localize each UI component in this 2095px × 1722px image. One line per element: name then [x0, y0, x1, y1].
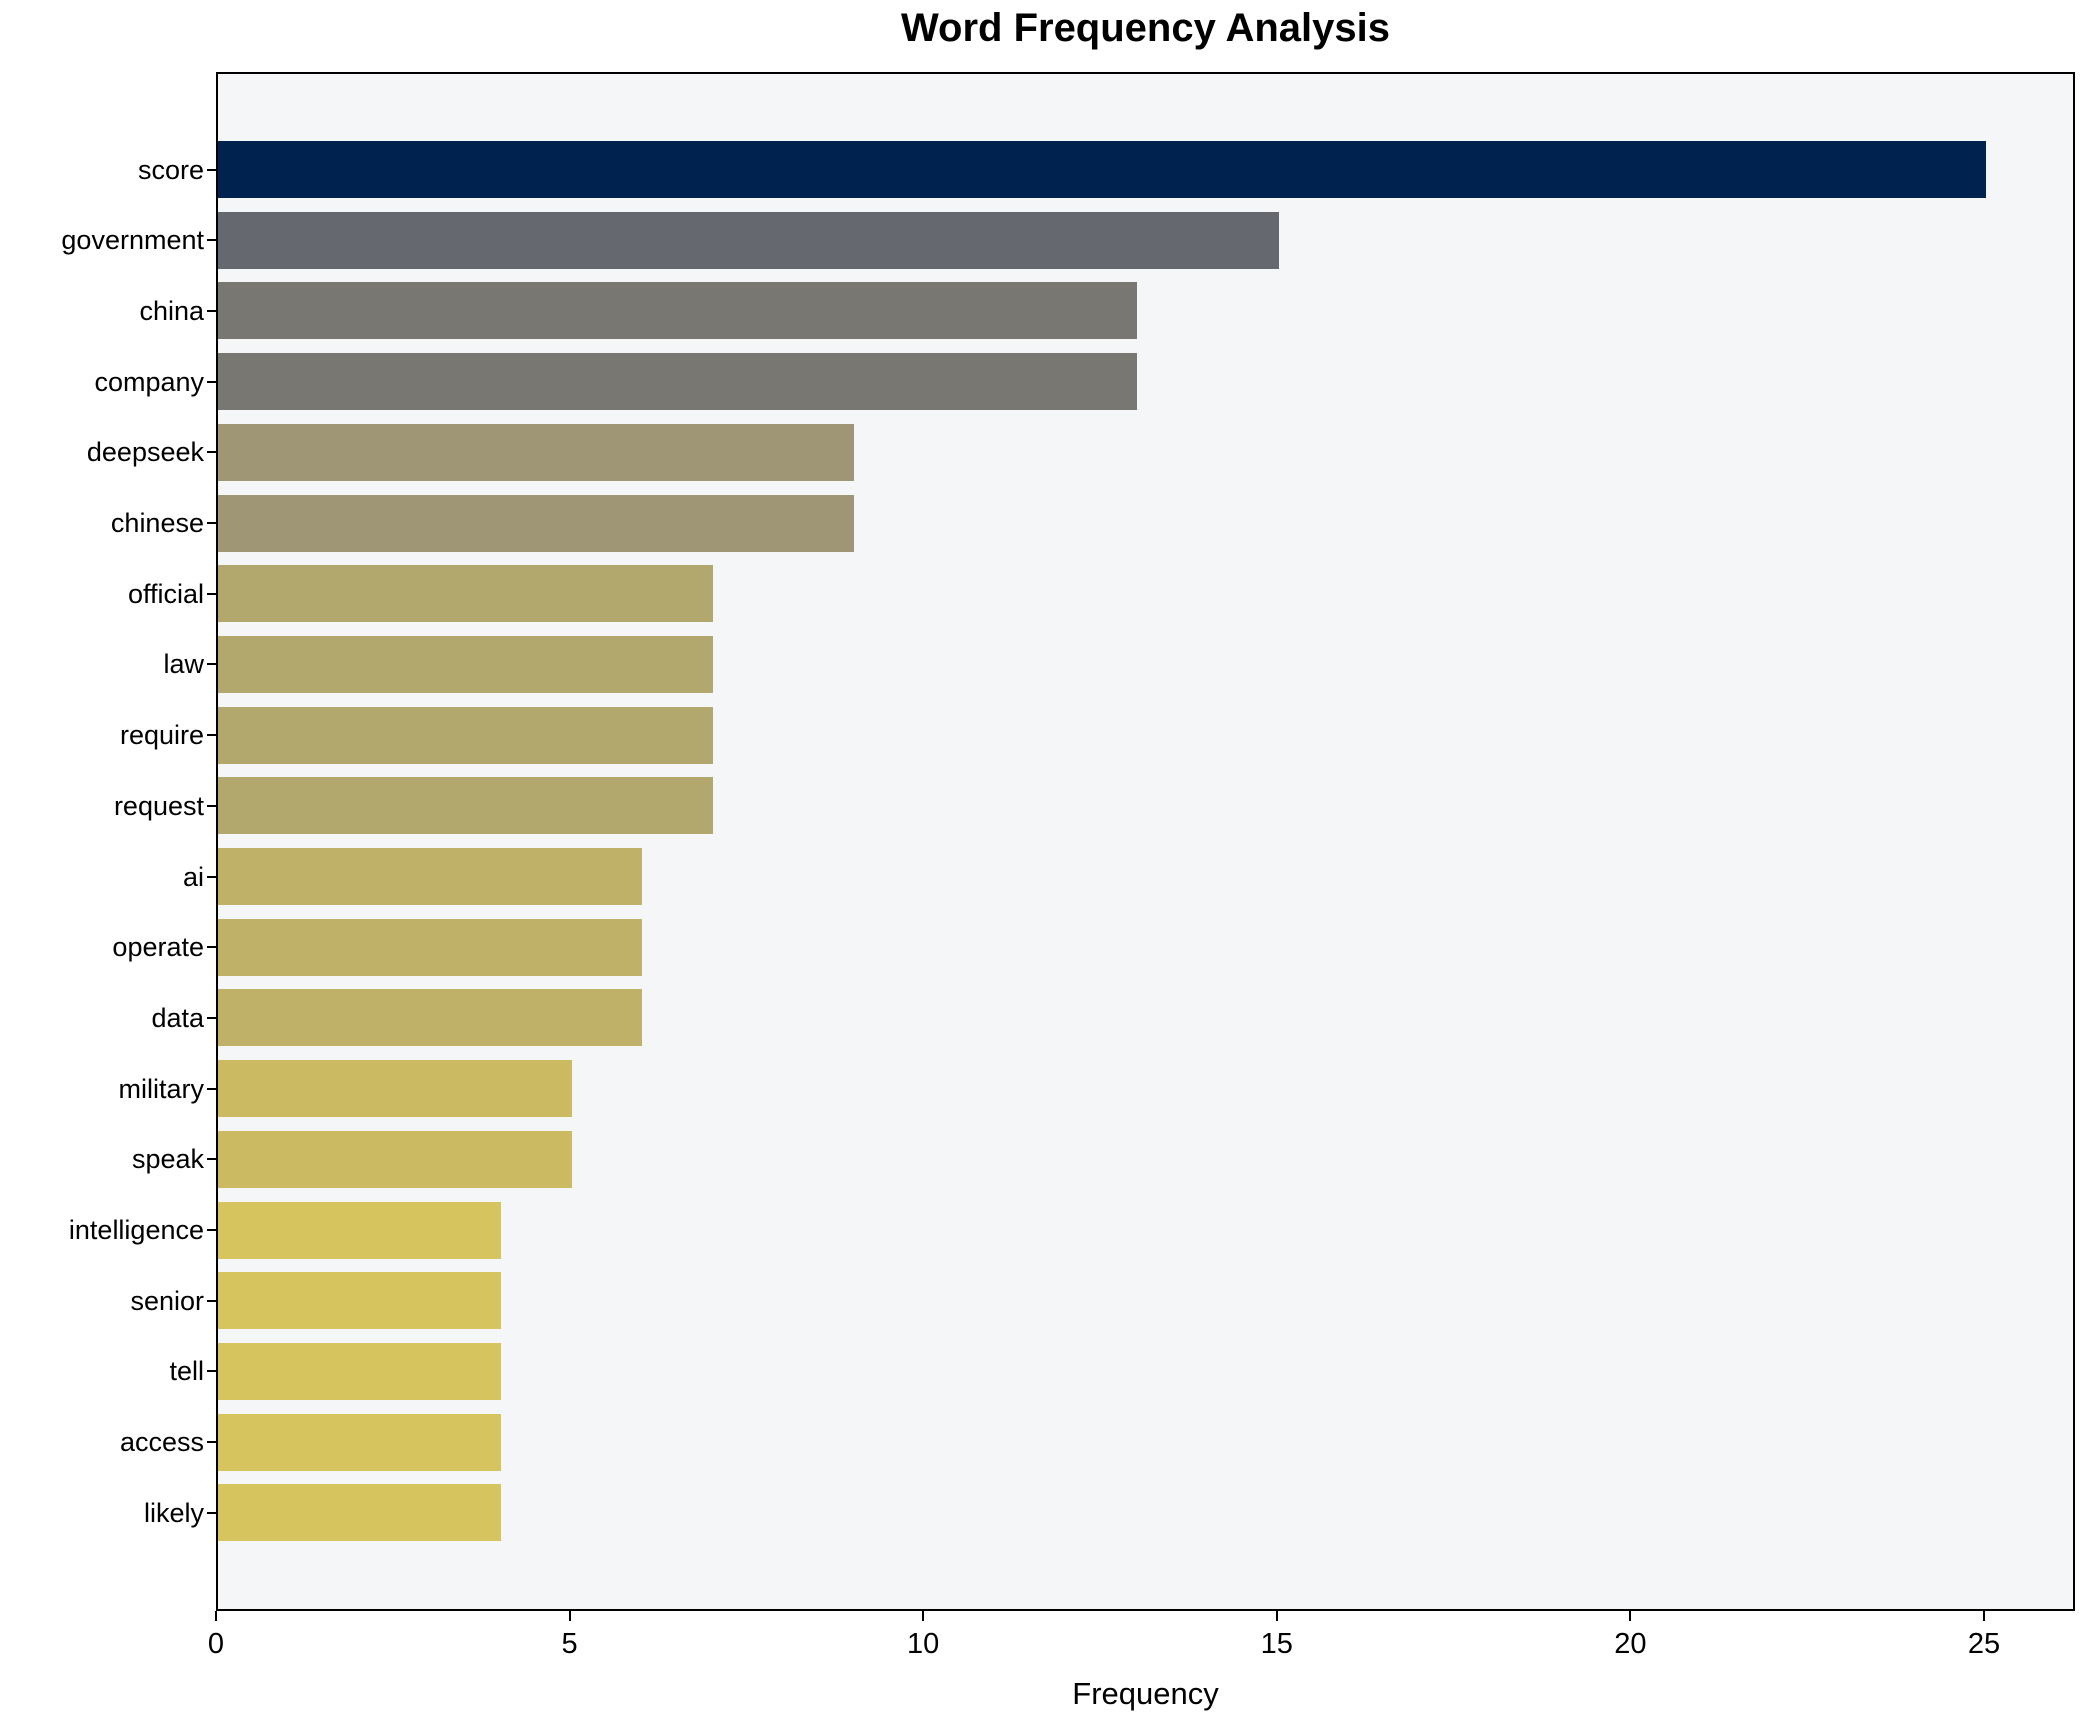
bar-likely: [218, 1484, 501, 1542]
y-tick-label-operate: operate: [112, 932, 204, 963]
y-tick-mark: [207, 1299, 216, 1302]
x-tick-mark: [568, 1611, 571, 1621]
x-tick-label-10: 10: [907, 1628, 940, 1660]
bar-senior: [218, 1272, 501, 1330]
y-tick-mark: [207, 875, 216, 878]
y-tick-mark: [207, 451, 216, 454]
bar-operate: [218, 918, 643, 976]
bar-speak: [218, 1130, 572, 1188]
bar-access: [218, 1413, 501, 1471]
y-tick-mark: [207, 522, 216, 524]
bar-official: [218, 565, 714, 623]
y-tick-mark: [207, 1441, 216, 1444]
y-tick-label-military: military: [118, 1073, 205, 1104]
x-tick-mark: [1275, 1611, 1278, 1621]
y-tick-mark: [207, 168, 216, 171]
y-tick-label-intelligence: intelligence: [68, 1215, 204, 1245]
bar-tell: [218, 1342, 501, 1400]
y-tick-label-request: request: [113, 790, 204, 821]
y-tick-mark: [207, 1229, 216, 1231]
y-tick-mark: [207, 734, 216, 737]
y-tick-mark: [207, 592, 216, 595]
bar-require: [218, 706, 714, 764]
y-tick-label-likely: likely: [143, 1497, 204, 1528]
plot-area: [216, 72, 2075, 1611]
y-tick-label-tell: tell: [169, 1356, 204, 1387]
bar-military: [218, 1060, 572, 1118]
y-tick-label-law: law: [163, 649, 204, 680]
y-tick-label-require: require: [119, 720, 204, 751]
x-tick-label-0: 0: [207, 1628, 225, 1660]
y-tick-mark: [207, 804, 216, 807]
y-tick-mark: [207, 1016, 216, 1019]
y-tick-label-score: score: [137, 154, 204, 185]
y-tick-mark: [207, 1158, 216, 1161]
y-tick-mark: [207, 380, 216, 383]
y-tick-mark: [207, 239, 216, 242]
y-tick-mark: [207, 663, 216, 666]
y-tick-label-china: china: [139, 295, 204, 326]
chart-title: Word Frequency Analysis: [900, 6, 1391, 50]
bar-request: [218, 777, 714, 835]
x-tick-mark: [1983, 1611, 1985, 1621]
y-tick-label-ai: ai: [182, 861, 204, 892]
bar-data: [218, 989, 643, 1047]
y-tick-label-chinese: chinese: [110, 508, 204, 538]
x-tick-mark: [215, 1611, 217, 1621]
bar-company: [218, 353, 1138, 411]
bar-ai: [218, 848, 643, 905]
y-tick-label-company: company: [94, 366, 204, 397]
x-tick-label-15: 15: [1260, 1628, 1293, 1660]
x-tick-mark: [1629, 1611, 1632, 1621]
bar-china: [218, 282, 1138, 340]
bar-score: [218, 141, 1986, 198]
x-tick-mark: [922, 1611, 925, 1621]
x-tick-label-5: 5: [561, 1628, 578, 1660]
x-tick-label-20: 20: [1614, 1628, 1647, 1660]
y-tick-mark: [207, 1370, 216, 1373]
bar-law: [218, 635, 714, 693]
bar-deepseek: [218, 423, 855, 481]
y-tick-label-senior: senior: [130, 1285, 204, 1316]
y-tick-label-speak: speak: [131, 1144, 204, 1175]
bar-chinese: [218, 494, 855, 552]
y-tick-label-government: government: [61, 225, 204, 256]
y-tick-label-access: access: [119, 1427, 204, 1458]
y-tick-label-official: official: [127, 578, 204, 609]
bar-government: [218, 211, 1279, 269]
x-tick-label-25: 25: [1967, 1628, 2001, 1660]
y-tick-mark: [207, 946, 216, 949]
y-tick-label-data: data: [151, 1002, 204, 1033]
y-tick-mark: [207, 1511, 216, 1514]
y-tick-label-deepseek: deepseek: [86, 437, 204, 468]
y-tick-mark: [207, 309, 216, 312]
x-axis-label: Frequency: [1072, 1676, 1219, 1711]
y-tick-mark: [207, 1087, 216, 1090]
bar-intelligence: [218, 1201, 501, 1259]
